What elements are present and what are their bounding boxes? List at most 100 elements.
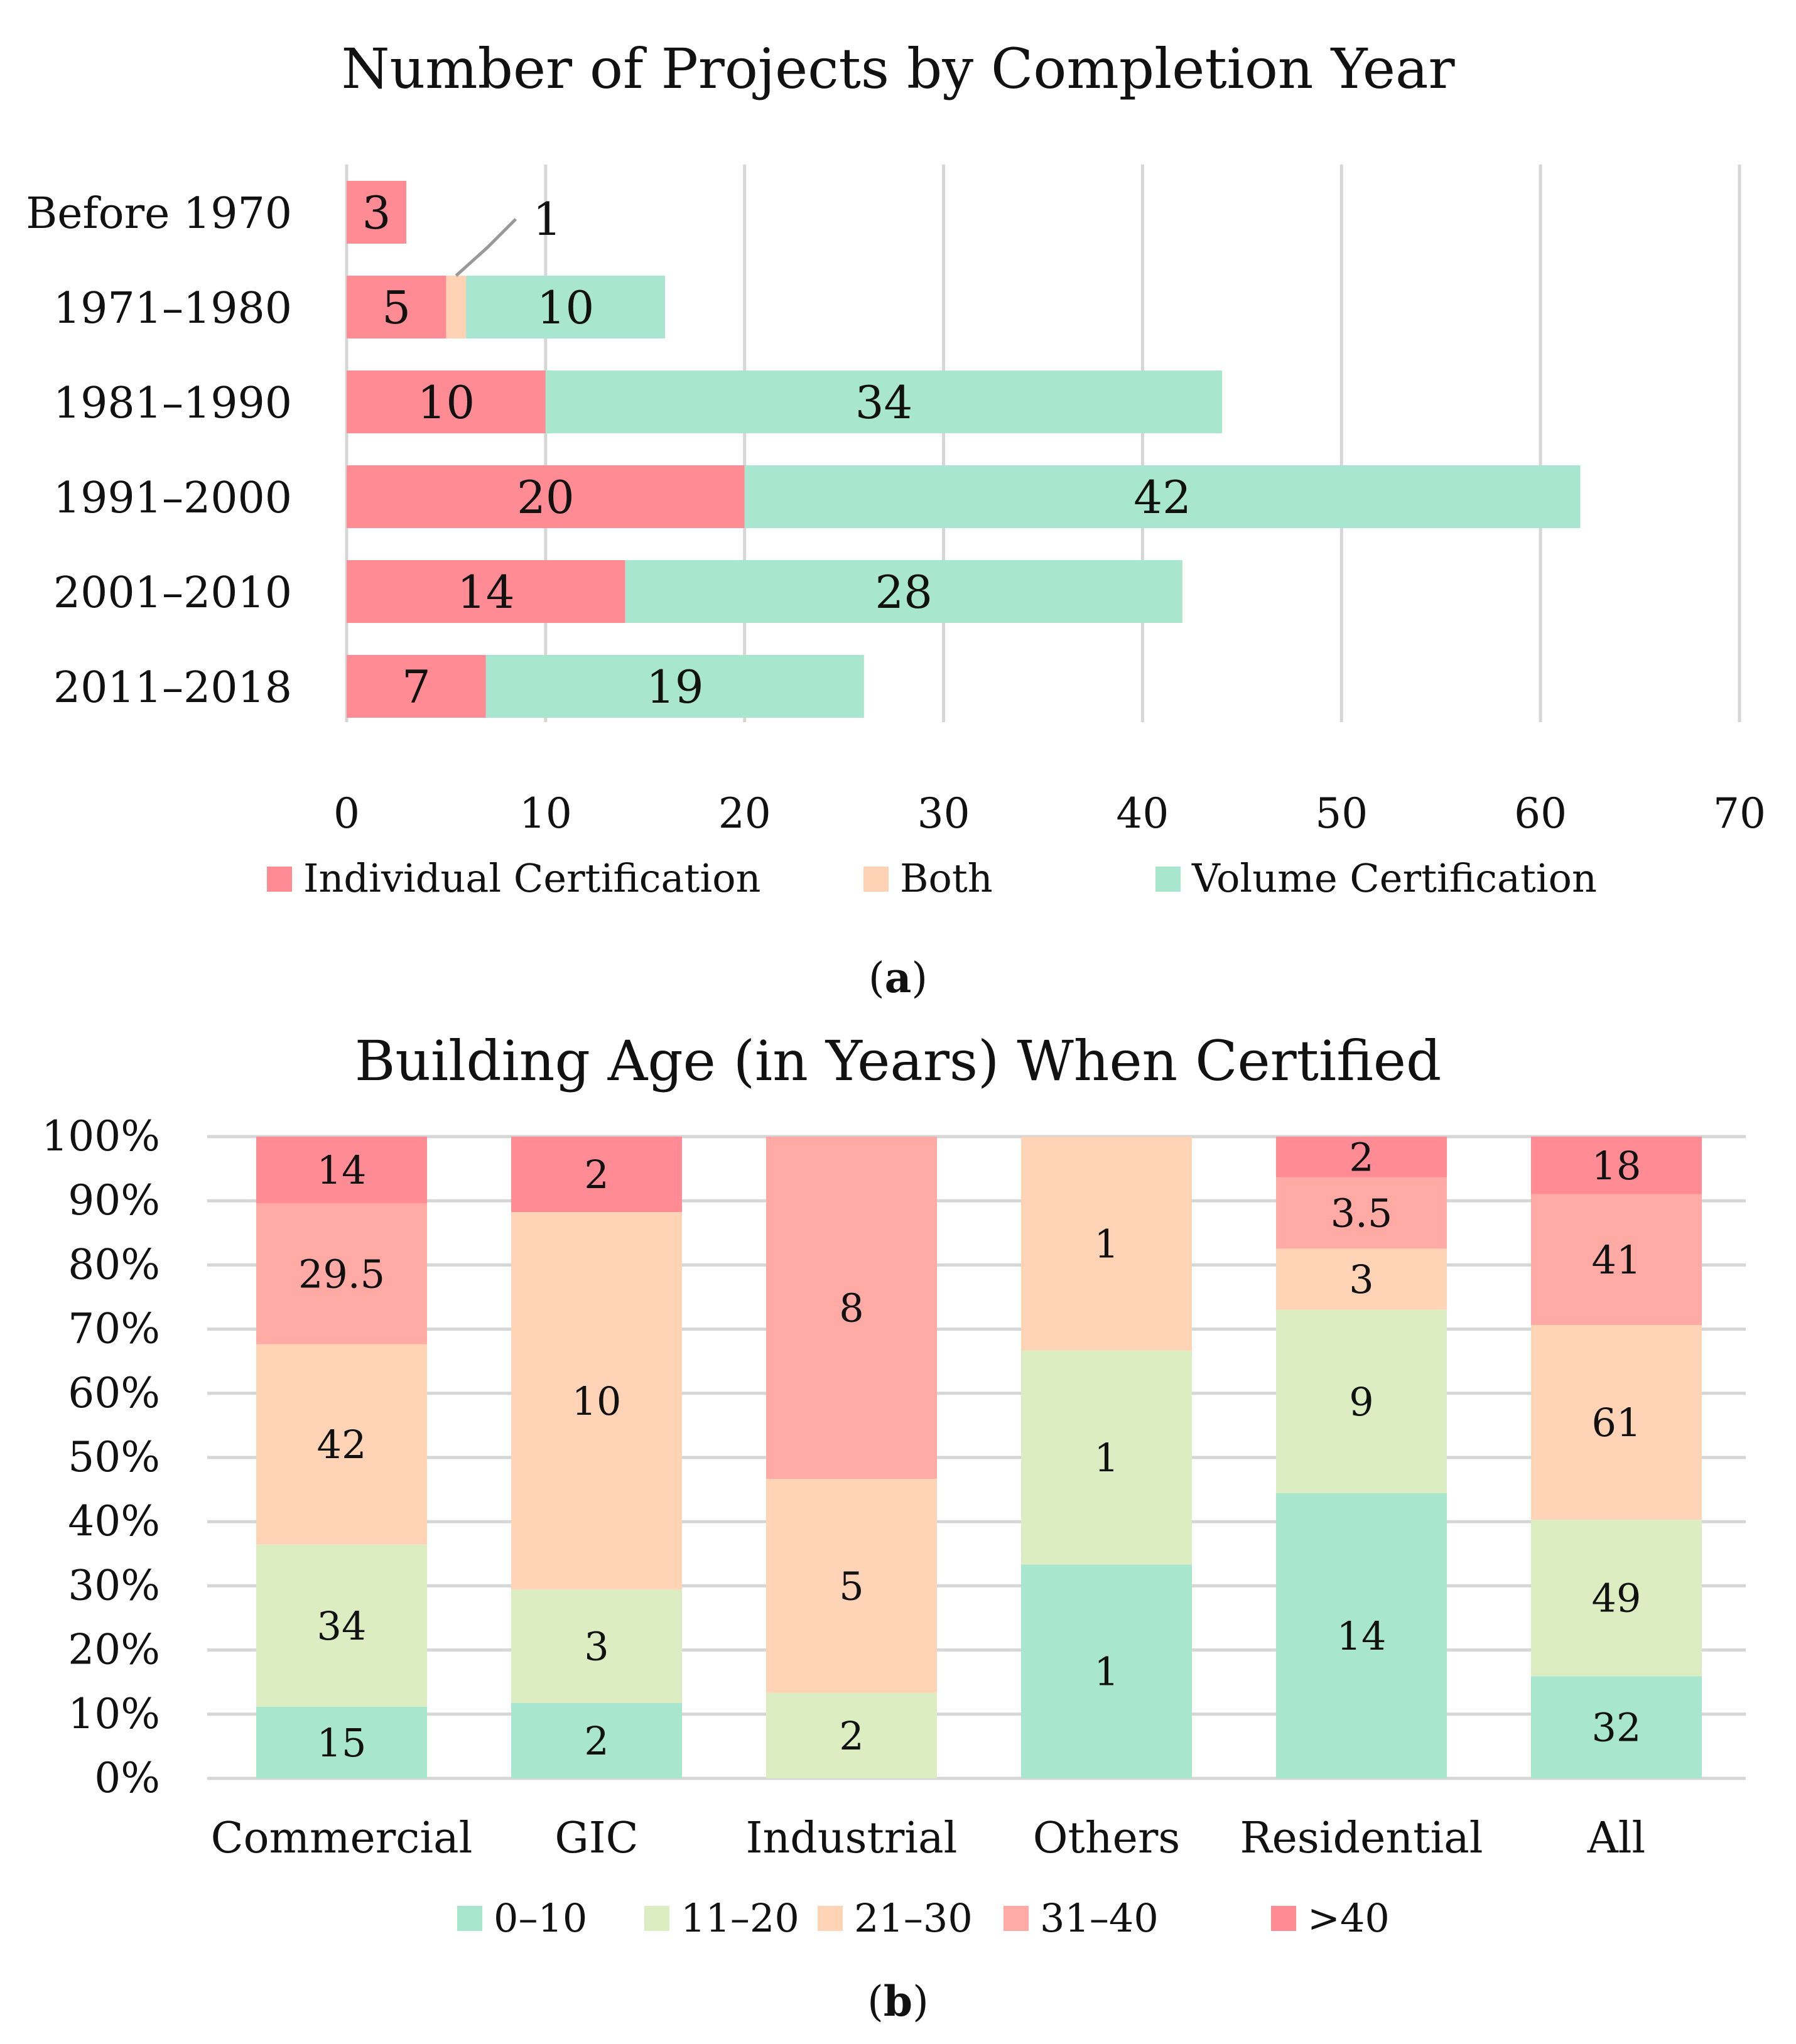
legend-swatch-volume-certification xyxy=(1155,867,1181,892)
legend-swatch-individual-certification xyxy=(267,867,292,892)
bar-1991-2000-volume-certification xyxy=(744,465,1581,528)
data-label-1971-1980-individual-certification: 5 xyxy=(382,281,411,334)
legend-swatch-40 xyxy=(1271,1906,1296,1931)
bar-commercial-0-10 xyxy=(256,1707,427,1778)
x-category-label-all: All xyxy=(1587,1814,1646,1863)
x-category-label-residential: Residential xyxy=(1240,1814,1483,1863)
bar-commercial-40 xyxy=(256,1137,427,1204)
data-label-before-1970-individual-certification: 3 xyxy=(362,187,391,239)
data-label-residential-21-30: 3 xyxy=(1349,1257,1373,1302)
data-label-2011-2018-individual-certification: 7 xyxy=(402,661,431,713)
chart-b-title: Building Age (in Years) When Certified xyxy=(355,1029,1442,1093)
data-label-others-21-30: 1 xyxy=(1094,1221,1118,1267)
data-label-gic-0-10: 2 xyxy=(584,1718,609,1764)
bar-gic-11-20 xyxy=(511,1589,682,1703)
data-label-industrial-11-20: 2 xyxy=(839,1713,863,1759)
data-label-gic-40: 2 xyxy=(584,1152,609,1198)
data-label-all-31-40: 41 xyxy=(1592,1237,1642,1283)
bar-all-21-30 xyxy=(1531,1324,1702,1520)
bar-1981-1990-volume-certification xyxy=(545,370,1223,433)
legend-swatch-both xyxy=(863,867,889,892)
y-tick-label-10: 10% xyxy=(68,1690,160,1738)
data-label-residential-11-20: 9 xyxy=(1349,1379,1373,1425)
data-label-commercial-31-40: 29.5 xyxy=(298,1251,385,1297)
data-label-industrial-21-30: 5 xyxy=(839,1563,863,1609)
chart-a-caption: (a) xyxy=(868,953,928,1002)
bar-commercial-21-30 xyxy=(256,1344,427,1545)
chart-b-tick-labels: 0% 10% 20% 30% 40% 50% 60% 70% 80% 90% 100% xyxy=(41,1112,160,1802)
chart-a-callout: 1 xyxy=(455,193,561,277)
x-tick-label-50: 50 xyxy=(1315,789,1368,838)
bar-1981-1990-individual-certification xyxy=(347,370,546,433)
bar-gic-40 xyxy=(511,1137,682,1213)
y-tick-label-100: 100% xyxy=(41,1112,160,1160)
bar-industrial-21-30 xyxy=(766,1479,937,1693)
data-label-1971-1980-volume-certification: 10 xyxy=(537,281,595,334)
callout-label: 1 xyxy=(533,193,561,246)
legend-swatch-0-10 xyxy=(457,1906,482,1931)
y-tick-label-20: 20% xyxy=(68,1626,160,1674)
bar-residential-21-30 xyxy=(1276,1248,1447,1310)
x-tick-label-40: 40 xyxy=(1116,789,1169,838)
chart-a-legend: Individual Certification Both Volume Certi… xyxy=(267,855,1597,901)
callout-leader-line xyxy=(455,218,517,277)
bar-all-31-40 xyxy=(1531,1194,1702,1325)
legend-label-both: Both xyxy=(900,855,993,901)
y-category-label-2011-2018: 2011–2018 xyxy=(53,663,292,713)
chart-b-bars: 15344229.5142310225811114933.52324961411… xyxy=(256,1134,1702,1778)
chart-a-gridlines xyxy=(345,165,1741,722)
data-label-all-21-30: 61 xyxy=(1592,1400,1642,1446)
y-category-label-1981-1990: 1981–1990 xyxy=(53,379,292,428)
legend-swatch-11-20 xyxy=(644,1906,669,1931)
y-tick-label-80: 80% xyxy=(68,1240,160,1289)
x-category-label-others: Others xyxy=(1033,1814,1181,1863)
bar-1991-2000-individual-certification xyxy=(347,465,745,528)
y-tick-label-50: 50% xyxy=(68,1433,160,1481)
bar-industrial-11-20 xyxy=(766,1692,937,1778)
x-tick-label-60: 60 xyxy=(1514,789,1567,838)
chart-b-legend: 0–10 11–20 21–30 31–40 >40 xyxy=(457,1895,1390,1941)
y-tick-label-60: 60% xyxy=(68,1369,160,1417)
chart-b-category-labels: Commercial GIC Industrial Others Residential… xyxy=(211,1814,1646,1863)
data-label-others-0-10: 1 xyxy=(1094,1649,1118,1695)
chart-b-caption: (b) xyxy=(867,1977,929,2026)
data-label-commercial-0-10: 15 xyxy=(317,1720,367,1766)
bar-2001-2010-individual-certification xyxy=(347,560,625,623)
bar-residential-40 xyxy=(1276,1137,1447,1177)
y-tick-label-30: 30% xyxy=(68,1561,160,1609)
data-label-industrial-31-40: 8 xyxy=(839,1285,863,1331)
y-tick-label-90: 90% xyxy=(68,1176,160,1225)
y-category-label-1991-2000: 1991–2000 xyxy=(53,473,292,523)
legend-label-volume-certification: Volume Certification xyxy=(1191,855,1597,901)
legend-label-11-20: 11–20 xyxy=(681,1895,799,1941)
x-tick-label-0: 0 xyxy=(333,789,360,838)
bar-commercial-31-40 xyxy=(256,1203,427,1344)
bar-1971-1980-volume-certification xyxy=(466,276,665,338)
data-label-1991-2000-individual-certification: 20 xyxy=(517,471,575,524)
bar-2011-2018-volume-certification xyxy=(485,655,864,718)
data-label-gic-21-30: 10 xyxy=(572,1378,622,1424)
bar-2011-2018-individual-certification xyxy=(347,655,486,718)
x-tick-label-70: 70 xyxy=(1713,789,1766,838)
data-label-residential-40: 2 xyxy=(1349,1134,1373,1180)
bar-all-11-20 xyxy=(1531,1520,1702,1677)
bar-commercial-11-20 xyxy=(256,1544,427,1707)
chart-a-title: Number of Projects by Completion Year xyxy=(341,36,1455,101)
x-tick-label-10: 10 xyxy=(519,789,572,838)
x-tick-label-20: 20 xyxy=(718,789,771,838)
data-label-2011-2018-volume-certification: 19 xyxy=(646,661,704,713)
data-label-commercial-11-20: 34 xyxy=(317,1603,367,1649)
bar-all-40 xyxy=(1531,1137,1702,1194)
bar-2001-2010-volume-certification xyxy=(625,560,1182,623)
data-label-1991-2000-volume-certification: 42 xyxy=(1133,471,1191,524)
bar-others-11-20 xyxy=(1021,1350,1192,1565)
data-label-2001-2010-individual-certification: 14 xyxy=(457,566,515,619)
data-label-all-11-20: 49 xyxy=(1592,1576,1642,1621)
x-tick-label-30: 30 xyxy=(917,789,970,838)
y-category-label-2001-2010: 2001–2010 xyxy=(53,568,292,618)
bar-others-0-10 xyxy=(1021,1564,1192,1778)
data-label-all-40: 18 xyxy=(1592,1143,1642,1189)
data-label-all-0-10: 32 xyxy=(1592,1705,1642,1751)
